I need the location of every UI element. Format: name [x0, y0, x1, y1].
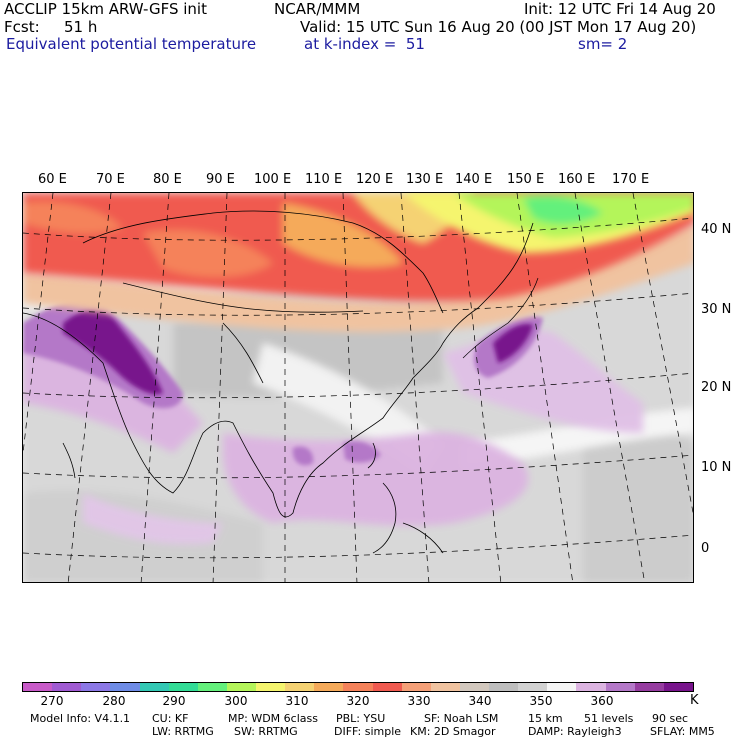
footer-item: LW: RRTMG — [152, 725, 214, 738]
colorbar-tick-label: 290 — [162, 694, 186, 708]
longitude-label: 150 E — [507, 172, 545, 187]
colorbar — [22, 682, 694, 692]
field-name: Equivalent potential temperature — [6, 35, 257, 53]
colorbar-swatch — [314, 683, 344, 691]
colorbar-swatch — [343, 683, 373, 691]
k-index: at k-index = 51 — [304, 35, 425, 53]
colorbar-swatch — [605, 683, 635, 691]
longitude-label: 60 E — [38, 172, 67, 187]
longitude-label: 110 E — [305, 172, 343, 187]
colorbar-swatch — [663, 683, 693, 691]
colorbar-tick-label: 350 — [529, 694, 553, 708]
footer-item: 15 km — [528, 712, 563, 725]
latitude-label: 30 N — [701, 302, 732, 317]
colorbar-swatch — [372, 683, 402, 691]
colorbar-swatch — [634, 683, 664, 691]
longitude-label: 80 E — [153, 172, 182, 187]
colorbar-tick-label: 270 — [40, 694, 64, 708]
footer-item: Model Info: V4.1.1 — [30, 712, 131, 725]
colorbar-swatch — [81, 683, 111, 691]
footer-item: DIFF: simple — [334, 725, 402, 738]
colorbar-swatch — [430, 683, 460, 691]
colorbar-tick-label: 280 — [102, 694, 126, 708]
colorbar-tick-label: 360 — [590, 694, 614, 708]
colorbar-tick-label: 330 — [407, 694, 431, 708]
longitude-label: 120 E — [356, 172, 394, 187]
colorbar-swatch — [489, 683, 519, 691]
longitude-label: 70 E — [96, 172, 125, 187]
footer-item: 51 levels — [584, 712, 634, 725]
forecast-label: Fcst: — [4, 18, 40, 36]
forecast-hour: 51 h — [64, 18, 98, 36]
colorbar-tick-label: 320 — [346, 694, 370, 708]
colorbar-swatch — [139, 683, 169, 691]
colorbar-swatch — [285, 683, 315, 691]
graticule — [23, 193, 693, 582]
footer-item: DAMP: Rayleigh3 — [528, 725, 622, 738]
longitude-label: 170 E — [612, 172, 650, 187]
longitude-label: 100 E — [254, 172, 292, 187]
init-time: Init: 12 UTC Fri 14 Aug 20 — [524, 0, 716, 18]
longitude-label: 160 E — [558, 172, 596, 187]
coastlines — [23, 210, 539, 554]
title-org: NCAR/MMM — [274, 0, 361, 18]
colorbar-swatch — [547, 683, 577, 691]
cool-field — [403, 193, 693, 253]
colorbar-swatch — [52, 683, 82, 691]
longitude-label: 140 E — [455, 172, 493, 187]
footer-item: CU: KF — [152, 712, 189, 725]
colorbar-swatch — [401, 683, 431, 691]
colorbar-tick-label: 300 — [224, 694, 248, 708]
latitude-label: 40 N — [701, 222, 732, 237]
footer-item: SF: Noah LSM — [424, 712, 499, 725]
valid-time: Valid: 15 UTC Sun 16 Aug 20 (00 JST Mon … — [300, 18, 697, 36]
colorbar-swatch — [459, 683, 489, 691]
colorbar-swatch — [226, 683, 256, 691]
colorbar-swatch — [197, 683, 227, 691]
colorbar-swatch — [256, 683, 286, 691]
peach-band — [23, 223, 693, 332]
equivalent-potential-temperature-map — [23, 193, 693, 582]
longitude-label: 90 E — [206, 172, 235, 187]
colorbar-tick-label: 310 — [285, 694, 309, 708]
footer-item: MP: WDM 6class — [228, 712, 318, 725]
colorbar-swatch — [23, 683, 53, 691]
footer-item: 90 sec — [652, 712, 689, 725]
footer-item: SW: RRTMG — [234, 725, 298, 738]
footer-item: KM: 2D Smagor — [410, 725, 496, 738]
dark-purple-field — [63, 308, 533, 395]
latitude-label: 10 N — [701, 460, 732, 475]
colorbar-swatch — [576, 683, 606, 691]
smoothing: sm= 2 — [578, 35, 628, 53]
footer-item: SFLAY: MM5 — [650, 725, 715, 738]
colorbar-tick-label: 340 — [468, 694, 492, 708]
colorbar-swatch — [168, 683, 198, 691]
map-panel — [22, 192, 694, 583]
title-model: ACCLIP 15km ARW-GFS init — [4, 0, 207, 18]
longitude-label: 130 E — [406, 172, 444, 187]
latitude-label: 20 N — [701, 380, 732, 395]
colorbar-swatch — [518, 683, 548, 691]
footer-item: PBL: YSU — [336, 712, 386, 725]
colorbar-unit: K — [690, 693, 699, 708]
latitude-label: 0 — [701, 541, 710, 556]
colorbar-swatch — [110, 683, 140, 691]
